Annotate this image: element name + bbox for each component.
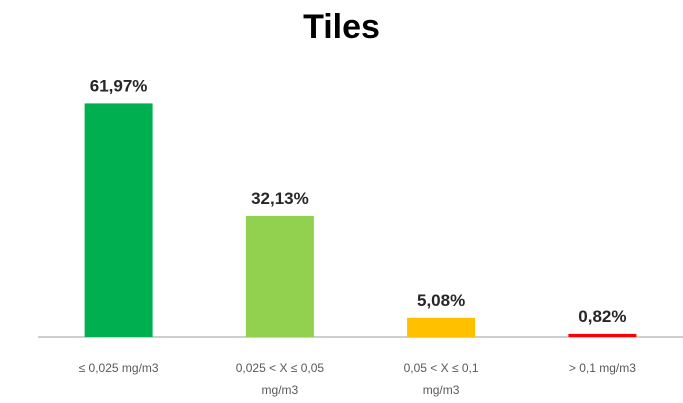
data-label-1: 61,97% — [90, 76, 148, 95]
x-tick-label-2-line-2: mg/m3 — [262, 383, 299, 397]
x-tick-label-3-line-2: mg/m3 — [423, 383, 460, 397]
x-tick-label-3-line-1: 0,05 < X ≤ 0,1 — [404, 361, 479, 375]
bar-1 — [84, 103, 153, 338]
x-tick-label-1: ≤ 0,025 mg/m3 — [79, 361, 159, 375]
data-label-3: 5,08% — [417, 291, 465, 310]
bar-3 — [407, 317, 476, 337]
data-label-2: 32,13% — [251, 189, 309, 208]
x-tick-label-4: > 0,1 mg/m3 — [569, 361, 636, 375]
bar-2 — [245, 215, 314, 337]
x-tick-label-2-line-1: 0,025 < X ≤ 0,05 — [236, 361, 325, 375]
chart-title: Tiles — [303, 8, 380, 46]
data-label-4: 0,82% — [578, 307, 626, 326]
bar-4 — [568, 333, 637, 337]
